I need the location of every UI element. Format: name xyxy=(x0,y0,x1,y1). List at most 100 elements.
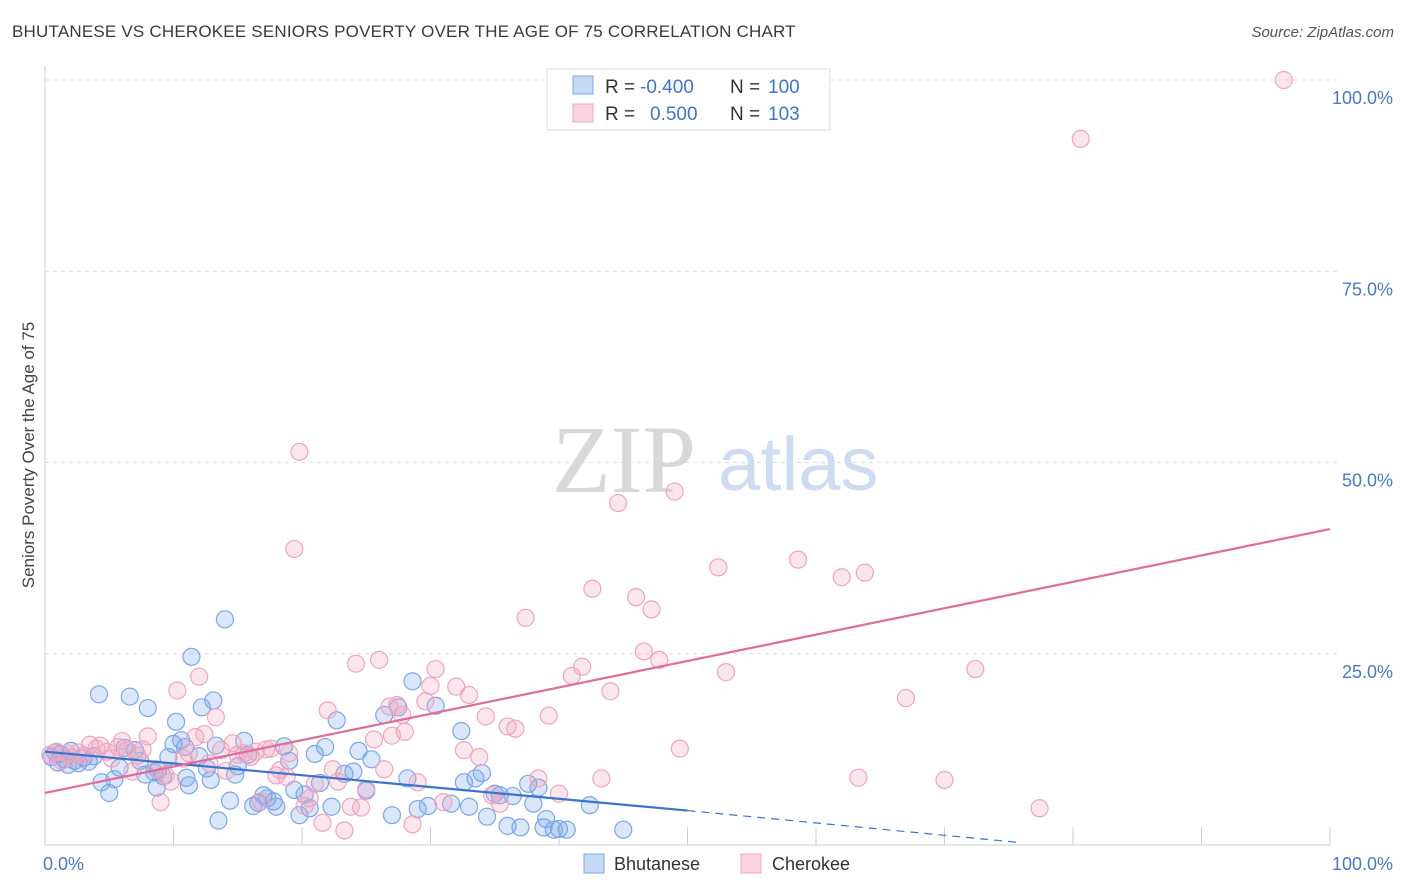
trend-line-bhutanese xyxy=(44,750,688,812)
bhutanese-point xyxy=(138,698,157,718)
cherokee-point xyxy=(626,588,646,607)
bhutanese-point xyxy=(580,796,599,815)
bottom-legend: Bhutanese Cherokee xyxy=(583,853,850,874)
cherokee-point xyxy=(168,681,187,700)
bhutanese-point xyxy=(192,698,211,717)
cherokee-point xyxy=(151,793,170,812)
bhutanese-point xyxy=(557,820,576,839)
legend-r-value-bhutanese: -0.400 xyxy=(640,77,694,98)
cherokee-point xyxy=(832,568,851,587)
bhutanese-point xyxy=(418,796,438,816)
bhutanese-point xyxy=(220,791,240,810)
cherokee-point xyxy=(241,747,260,767)
legend-swatch-cherokee xyxy=(572,103,594,123)
cherokee-point xyxy=(123,762,142,781)
axes xyxy=(44,66,1331,846)
cherokee-point xyxy=(313,813,332,832)
cherokee-point xyxy=(592,769,611,788)
cherokee-point xyxy=(490,794,509,813)
cherokee-point xyxy=(1274,70,1293,90)
cherokee-point xyxy=(609,493,628,513)
cherokee-point xyxy=(408,773,427,792)
bhutanese-point xyxy=(452,721,471,741)
cherokee-point xyxy=(601,682,620,701)
bhutanese-point xyxy=(267,797,286,816)
cherokee-point xyxy=(277,767,296,787)
cherokee-point xyxy=(470,747,489,767)
cherokee-point xyxy=(426,659,445,679)
cherokee-point xyxy=(416,692,435,711)
bhutanese-point xyxy=(403,672,422,691)
legend-n-label-bhutanese: N = xyxy=(730,77,760,98)
bhutanese-point xyxy=(362,750,381,769)
legend-swatch-bhutanese xyxy=(572,75,594,95)
cherokee-point xyxy=(459,685,479,705)
cherokee-point xyxy=(935,770,954,790)
bhutanese-point xyxy=(477,807,497,826)
bottom-legend-label-bhutanese: Bhutanese xyxy=(614,854,700,874)
cherokee-point xyxy=(341,797,360,816)
cherokee-point xyxy=(364,730,384,749)
cherokee-point xyxy=(650,650,669,669)
legend-r-label-bhutanese: R = xyxy=(605,77,635,98)
bhutanese-point xyxy=(209,811,228,830)
trend-line-bhutanese-extension xyxy=(687,809,1022,844)
cherokee-point xyxy=(1071,129,1090,149)
legend-n-label-cherokee: N = xyxy=(730,104,760,125)
bhutanese-point xyxy=(327,711,346,730)
x-tick-label-max: 100.0% xyxy=(1332,854,1393,874)
watermark-atlas: atlas xyxy=(718,422,879,507)
bhutanese-point xyxy=(310,773,330,793)
bhutanese-point xyxy=(290,806,309,825)
cherokee-point xyxy=(447,677,466,696)
cherokee-point xyxy=(161,772,181,791)
legend-box xyxy=(546,68,831,131)
cherokee-point xyxy=(190,667,209,686)
bhutanese-point xyxy=(511,818,530,837)
bhutanese-point xyxy=(344,762,363,781)
cherokee-point xyxy=(305,774,324,793)
legend-r-label-cherokee: R = xyxy=(605,104,635,125)
cherokee-point xyxy=(285,539,304,559)
bhutanese-point xyxy=(472,763,491,783)
watermark-zip: ZIP xyxy=(552,406,696,513)
bhutanese-point xyxy=(89,685,109,704)
bhutanese-point xyxy=(201,770,220,790)
cherokee-point xyxy=(670,739,689,758)
y-tick-label-25: 25.0% xyxy=(1342,662,1393,682)
cherokee-point xyxy=(529,769,548,788)
cherokee-point xyxy=(966,659,985,679)
bhutanese-point xyxy=(398,769,417,788)
bhutanese-point xyxy=(382,806,402,825)
series-cherokee xyxy=(41,70,1293,840)
bhutanese-point xyxy=(524,794,543,813)
cherokee-point xyxy=(179,744,199,763)
cherokee-point xyxy=(849,768,868,787)
cherokee-point xyxy=(516,608,535,627)
bhutanese-point xyxy=(182,647,201,666)
series-bhutanese xyxy=(42,610,633,839)
trend-line-cherokee xyxy=(44,527,1331,795)
bhutanese-point xyxy=(549,819,569,839)
bhutanese-point xyxy=(316,737,335,757)
cherokee-point xyxy=(665,482,684,501)
legend-r-value-cherokee: 0.500 xyxy=(650,104,698,125)
cherokee-point xyxy=(280,744,299,763)
cherokee-point xyxy=(206,708,226,727)
watermark: ZIP atlas xyxy=(552,406,879,513)
cherokee-point xyxy=(346,654,366,673)
cherokee-point xyxy=(583,579,602,598)
source-label: Source: ZipAtlas.com xyxy=(1251,24,1394,41)
cherokee-point xyxy=(357,780,376,799)
tick-labels: 25.0% 50.0% 75.0% 100.0% 0.0% 100.0% xyxy=(43,88,1393,874)
cherokee-point xyxy=(395,722,414,741)
cherokee-point xyxy=(634,642,653,661)
chart-title: BHUTANESE VS CHEROKEE SENIORS POVERTY OV… xyxy=(12,22,796,41)
y-axis-label: Seniors Poverty Over the Age of 75 xyxy=(19,322,38,588)
cherokee-point xyxy=(709,558,728,577)
cherokee-point xyxy=(539,706,558,725)
cherokee-point xyxy=(251,792,270,811)
cherokee-point xyxy=(387,695,407,715)
cherokee-point xyxy=(223,734,242,753)
